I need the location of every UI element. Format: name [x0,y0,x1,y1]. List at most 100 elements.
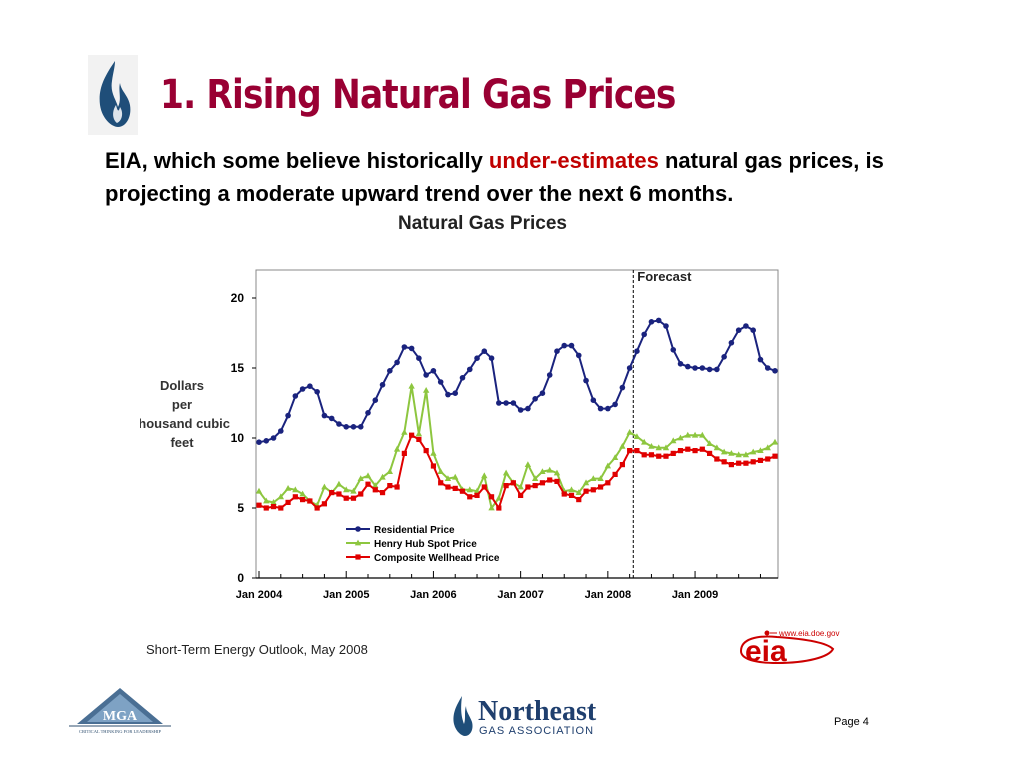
data-point [765,456,771,462]
data-point [307,498,313,504]
data-point [409,432,415,438]
data-point [757,457,764,463]
slide-title: 1. Rising Natural Gas Prices [160,72,676,118]
data-point [605,480,611,486]
data-point [677,361,684,367]
data-point [495,494,503,501]
data-point [393,445,401,452]
data-point [503,483,509,489]
data-point [619,443,626,449]
data-point [263,505,269,511]
data-point [568,486,575,493]
data-point [524,461,532,467]
series-line [258,433,776,511]
data-point [270,435,277,441]
data-point [365,481,371,487]
data-point [619,462,625,468]
forecast-label: Forecast [637,269,692,284]
data-point [517,483,524,490]
data-point [626,365,633,371]
data-point [379,473,386,480]
data-point [743,460,749,466]
data-point [335,480,343,487]
data-point [706,366,713,373]
data-point [640,438,648,445]
x-tick-label: Jan 2006 [410,589,456,601]
natural-gas-price-chart: 0 5 10 15 20 Dollars per thousand cubic feet Jan … [140,269,779,601]
flame-logo-icon [88,55,138,135]
data-point [554,348,560,354]
data-point [539,390,546,396]
data-point [466,366,473,373]
data-point [300,497,306,503]
data-point [328,415,335,422]
eia-logo-text: eia [745,635,787,668]
chart-title: Natural Gas Prices [398,213,567,234]
data-point [568,492,575,498]
data-point [438,480,444,486]
x-tick-label: Jan 2009 [672,589,718,601]
data-point [757,447,764,453]
y-tick-label: 0 [237,571,244,585]
data-point [539,480,546,486]
data-point [255,487,263,494]
data-point [466,486,473,493]
data-point [575,489,582,495]
eia-url: www.eia.doe.gov [778,629,839,638]
data-point [445,484,451,490]
data-point [677,448,684,454]
data-point [355,526,361,532]
data-point [641,331,647,338]
data-point [561,342,568,349]
data-point [372,482,379,488]
data-point [256,502,262,508]
x-tick-label: Jan 2004 [236,589,283,601]
data-point [278,505,284,511]
data-point [256,439,262,445]
data-point [474,492,480,498]
data-point [656,453,662,459]
data-point [517,407,524,413]
nga-sub: GAS ASSOCIATION [479,725,594,737]
data-point [430,463,437,469]
data-point [685,446,691,452]
data-point [474,355,480,361]
data-point [561,491,567,497]
data-point [314,505,320,511]
data-point [720,448,728,455]
data-point [706,450,713,456]
data-point [655,444,662,451]
data-point [502,469,510,476]
data-point [721,354,727,360]
data-point [648,452,655,458]
data-point [699,431,706,438]
data-point [546,466,553,473]
data-point [532,483,538,489]
data-point [612,471,618,477]
data-point [771,438,779,445]
data-point [365,410,371,416]
data-point [444,475,452,481]
data-point [749,448,757,455]
data-point [423,448,429,454]
data-point [692,448,698,454]
data-point [735,451,742,458]
data-point [299,490,306,497]
data-point [394,484,400,490]
nga-name: Northeast [478,696,597,727]
data-point [343,486,350,493]
data-point [597,484,604,490]
data-point [430,450,437,456]
data-point [546,372,553,378]
data-point [525,405,531,412]
data-point [735,327,742,333]
data-point [459,488,466,494]
data-point [684,363,691,370]
data-point [597,475,604,481]
data-point [648,443,655,449]
data-point [415,430,423,437]
data-point [626,429,633,435]
data-point [539,468,546,474]
data-point [358,491,364,497]
data-point [496,505,502,511]
